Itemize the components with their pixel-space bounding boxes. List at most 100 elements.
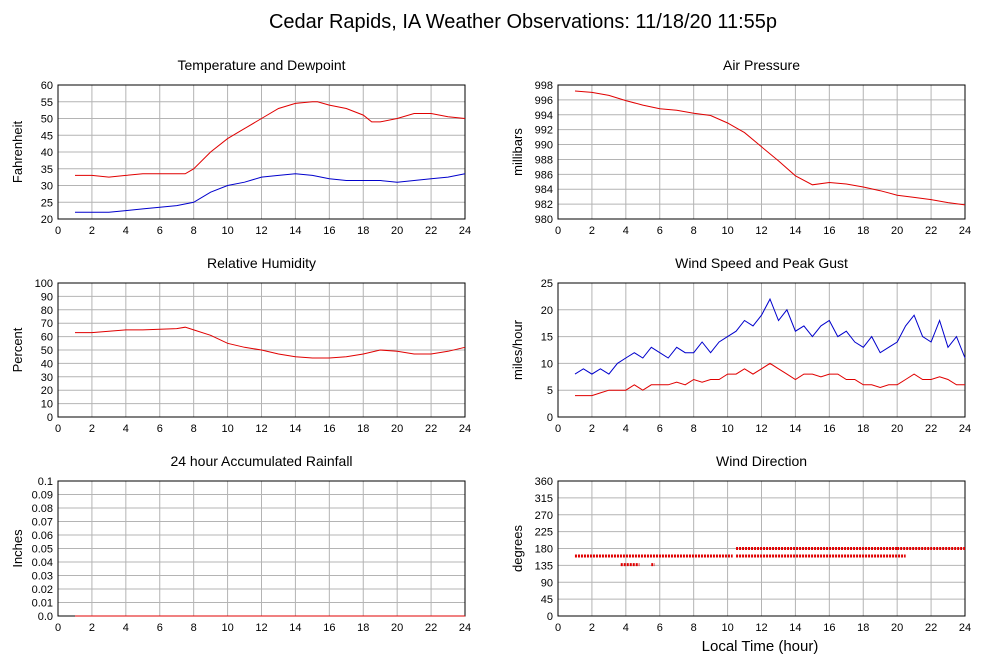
x-tick-label: 22 (925, 225, 937, 237)
y-tick-label: 0.04 (32, 557, 53, 569)
x-tick-label: 16 (323, 225, 335, 237)
plot-frame (57, 84, 466, 220)
x-tick-label: 18 (357, 423, 369, 435)
x-tick-label: 4 (123, 423, 129, 435)
y-tick-label: 0.09 (32, 490, 53, 502)
y-tick-label: 10 (41, 399, 53, 411)
x-tick-label: 12 (755, 225, 767, 237)
series-pressure-line (574, 90, 966, 206)
x-tick-label: 18 (857, 423, 869, 435)
plot-frame (57, 282, 466, 418)
y-tick-label: 20 (41, 385, 53, 397)
x-tick-label: 4 (623, 423, 629, 435)
y-tick-label: 996 (535, 95, 553, 107)
x-tick-label: 24 (959, 622, 971, 634)
x-tick-label: 8 (191, 622, 197, 634)
y-axis-label: millibars (510, 128, 525, 176)
y-axis-label: Percent (10, 327, 25, 372)
y-tick-label: 30 (41, 372, 53, 384)
series-dewpoint-line (75, 173, 466, 213)
x-tick-label: 0 (55, 225, 61, 237)
x-tick-label: 10 (221, 423, 233, 435)
x-tick-label: 20 (891, 622, 903, 634)
y-tick-label: 15 (541, 332, 553, 344)
y-tick-label: 315 (535, 493, 553, 505)
y-tick-label: 20 (541, 305, 553, 317)
y-tick-label: 986 (535, 169, 553, 181)
x-tick-label: 16 (323, 622, 335, 634)
y-tick-label: 988 (535, 154, 553, 166)
x-tick-label: 8 (191, 423, 197, 435)
y-tick-label: 992 (535, 125, 553, 137)
x-tick-label: 14 (789, 225, 801, 237)
y-tick-label: 982 (535, 199, 553, 211)
y-tick-label: 25 (541, 278, 553, 290)
y-tick-label: 0 (47, 412, 53, 424)
x-tick-label: 20 (891, 225, 903, 237)
y-tick-label: 100 (35, 278, 53, 290)
chart-title: Relative Humidity (207, 255, 316, 271)
plot-frame (557, 84, 966, 220)
x-tick-label: 16 (323, 423, 335, 435)
series-wind-line (575, 362, 965, 397)
x-tick-label: 6 (157, 225, 163, 237)
plot-frame (557, 282, 966, 418)
x-tick-label: 16 (823, 622, 835, 634)
x-tick-label: 14 (789, 423, 801, 435)
y-tick-label: 40 (41, 147, 53, 159)
x-tick-label: 2 (589, 622, 595, 634)
x-tick-label: 2 (89, 622, 95, 634)
y-tick-label: 135 (535, 560, 553, 572)
y-tick-label: 980 (535, 214, 553, 226)
y-tick-label: 60 (41, 332, 53, 344)
y-tick-label: 994 (535, 110, 553, 122)
y-tick-label: 0.03 (32, 571, 53, 583)
y-tick-label: 984 (535, 184, 553, 196)
series-humidity-line (75, 326, 466, 359)
chart-panel-6: 0 2 4 6 8 10 12 14 16 18 20 22 240459013518022527031… (510, 453, 971, 634)
x-tick-label: 20 (391, 622, 403, 634)
y-tick-label: 180 (535, 544, 553, 556)
x-tick-label: 10 (721, 225, 733, 237)
y-tick-label: 0.0 (38, 611, 53, 623)
y-tick-label: 0 (547, 611, 553, 623)
x-tick-label: 20 (891, 423, 903, 435)
x-tick-label: 18 (857, 225, 869, 237)
x-tick-label: 2 (589, 225, 595, 237)
y-tick-label: 90 (41, 291, 53, 303)
x-tick-label: 4 (623, 225, 629, 237)
x-tick-label: 24 (459, 225, 471, 237)
y-tick-label: 50 (41, 114, 53, 126)
y-tick-label: 0.02 (32, 584, 53, 596)
chart-title: Wind Direction (716, 453, 807, 469)
x-tick-label: 4 (623, 622, 629, 634)
x-tick-label: 0 (555, 423, 561, 435)
y-tick-label: 50 (41, 345, 53, 357)
x-tick-label: 24 (959, 423, 971, 435)
y-tick-label: 45 (541, 594, 553, 606)
y-tick-label: 0.1 (38, 476, 53, 488)
y-tick-label: 0 (547, 412, 553, 424)
x-tick-label: 22 (425, 225, 437, 237)
y-tick-label: 25 (41, 197, 53, 209)
y-tick-label: 0.07 (32, 517, 53, 529)
chart-panel-2: 0 2 4 6 8 10 12 14 16 18 20 22 249809829849869889909… (510, 57, 971, 237)
chart-panel-1: 0 2 4 6 8 10 12 14 16 18 20 22 24202530354045505560T… (10, 57, 471, 237)
y-tick-label: 0.08 (32, 503, 53, 515)
y-tick-label: 80 (41, 305, 53, 317)
y-tick-label: 0.05 (32, 544, 53, 556)
x-axis-title: Local Time (hour) (702, 638, 819, 655)
x-tick-label: 2 (89, 225, 95, 237)
chart-panel-3: 0 2 4 6 8 10 12 14 16 18 20 22 240102030405060708090… (10, 255, 471, 435)
x-tick-label: 14 (289, 622, 301, 634)
x-tick-label: 10 (721, 423, 733, 435)
y-tick-label: 5 (547, 385, 553, 397)
x-tick-label: 0 (55, 622, 61, 634)
x-tick-label: 12 (255, 225, 267, 237)
x-tick-label: 20 (391, 423, 403, 435)
x-tick-label: 24 (459, 622, 471, 634)
x-tick-label: 4 (123, 225, 129, 237)
y-tick-label: 0.06 (32, 530, 53, 542)
y-axis-label: Fahrenheit (10, 121, 25, 184)
x-tick-label: 6 (657, 225, 663, 237)
